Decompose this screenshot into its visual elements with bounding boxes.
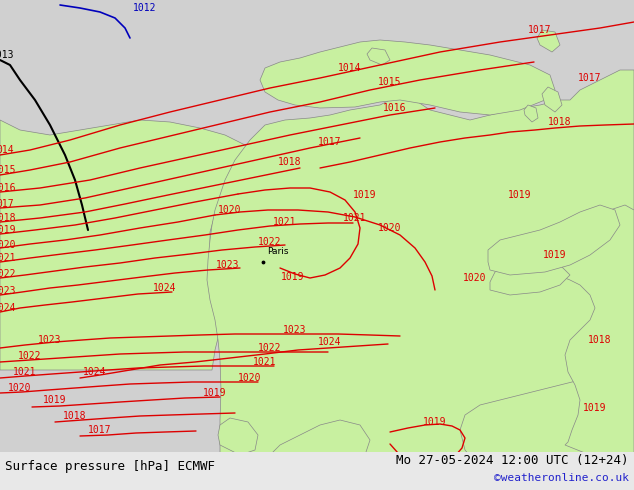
Text: 1020: 1020 [8,383,32,393]
Bar [0,452,634,490]
Text: 1022: 1022 [0,269,16,279]
Polygon shape [218,418,258,455]
Text: 1021: 1021 [343,213,366,223]
Text: 1017: 1017 [528,25,552,35]
Text: 1019: 1019 [204,388,227,398]
Text: 1019: 1019 [281,272,305,282]
Text: 1017: 1017 [578,73,602,83]
Text: 1018: 1018 [0,213,16,223]
Text: 1023: 1023 [283,325,307,335]
Text: 1024: 1024 [83,367,107,377]
Text: 1017: 1017 [318,137,342,147]
Text: 1019: 1019 [583,403,607,413]
Text: 1022: 1022 [258,343,281,353]
Polygon shape [490,262,570,295]
Text: 1024: 1024 [0,303,16,313]
Text: 1023: 1023 [38,335,61,345]
Text: 1020: 1020 [238,373,262,383]
Text: Paris: Paris [267,247,288,256]
Polygon shape [270,420,370,470]
Text: 1022: 1022 [18,351,42,361]
Text: 1016: 1016 [383,103,407,113]
Text: 1018: 1018 [588,335,612,345]
Polygon shape [207,70,634,485]
Text: 1019: 1019 [0,225,16,235]
Text: 1017: 1017 [88,425,112,435]
Text: 1019: 1019 [43,395,67,405]
Text: 1021: 1021 [273,217,297,227]
Text: 1020: 1020 [463,273,487,283]
Text: 1016: 1016 [0,183,16,193]
Text: 1015: 1015 [378,77,402,87]
Polygon shape [490,460,540,485]
Text: 1019: 1019 [353,190,377,200]
Polygon shape [310,460,360,490]
Text: ©weatheronline.co.uk: ©weatheronline.co.uk [494,473,629,483]
Polygon shape [488,205,620,275]
Polygon shape [537,30,560,52]
Text: 1012: 1012 [133,3,157,13]
Polygon shape [460,375,634,480]
Text: 1018: 1018 [548,117,572,127]
Text: 1020: 1020 [378,223,402,233]
Polygon shape [367,48,390,65]
Text: 1024: 1024 [318,337,342,347]
Polygon shape [0,120,255,370]
Text: 1018: 1018 [278,157,302,167]
Text: 017: 017 [0,199,14,209]
Text: 1021: 1021 [13,367,37,377]
Polygon shape [524,105,538,122]
Text: 1024: 1024 [153,283,177,293]
Text: 1019: 1019 [508,190,532,200]
Text: 1023: 1023 [0,286,16,296]
Text: 1021: 1021 [253,357,277,367]
Polygon shape [260,40,555,115]
Text: 1020: 1020 [218,205,242,215]
Text: Mo 27-05-2024 12:00 UTC (12+24): Mo 27-05-2024 12:00 UTC (12+24) [396,454,629,466]
Text: 1014: 1014 [339,63,362,73]
Text: 1020: 1020 [0,240,16,250]
Text: 1018: 1018 [63,411,87,421]
Text: 1019: 1019 [424,417,447,427]
Polygon shape [548,205,634,460]
Text: 1022: 1022 [258,237,281,247]
Text: 1013: 1013 [0,50,15,60]
Text: 1023: 1023 [216,260,240,270]
Polygon shape [542,87,562,112]
Text: Surface pressure [hPa] ECMWF: Surface pressure [hPa] ECMWF [5,460,215,472]
Text: 014: 014 [0,145,14,155]
Text: 1021: 1021 [0,253,16,263]
Text: 1015: 1015 [0,165,16,175]
Text: 1019: 1019 [543,250,567,260]
